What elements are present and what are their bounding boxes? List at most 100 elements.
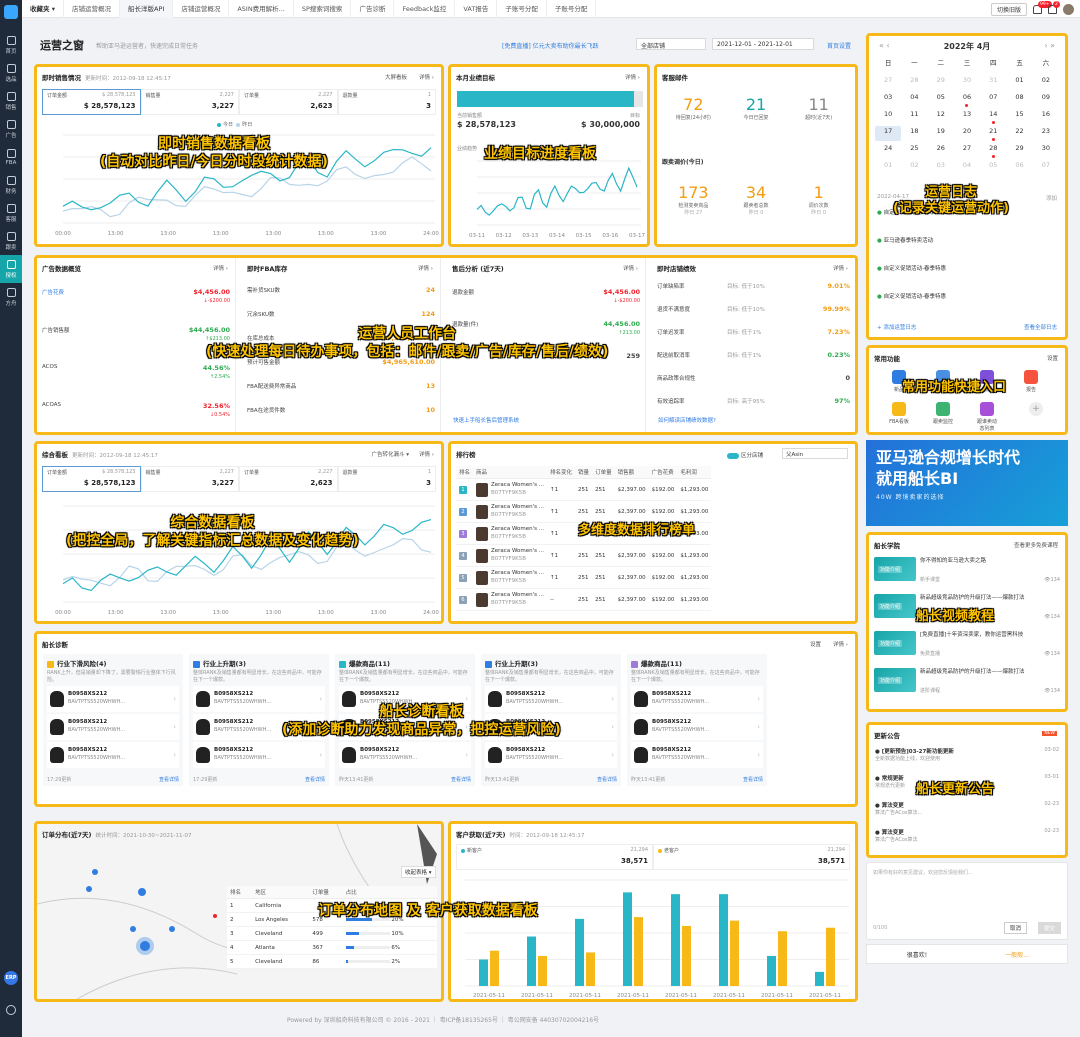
calendar-day[interactable]: 07 — [989, 93, 998, 101]
add-log-link[interactable]: + 添加运营日志 — [877, 325, 917, 331]
update-item[interactable]: ● 常规更新 常规迭代更新 03-01 — [875, 774, 1059, 789]
date-range-picker[interactable]: 2021-12-01 - 2021-12-01 — [712, 38, 814, 50]
calendar-day[interactable]: 04 — [962, 161, 972, 169]
calendar-day[interactable]: 12 — [936, 110, 945, 118]
metric-box[interactable]: 销售量 2,227 3,227 — [140, 466, 239, 492]
sidebar-item-1[interactable]: 选品 — [0, 59, 22, 87]
calendar-day[interactable]: 11 — [910, 110, 919, 118]
stat-item[interactable]: 72 待回复(24小时) — [662, 95, 725, 121]
calendar-day[interactable]: 01 — [1015, 76, 1024, 84]
data-row[interactable]: FBA在途货件数 10 — [247, 406, 435, 414]
calendar-day[interactable]: 22 — [1015, 127, 1024, 135]
quick-func-item[interactable]: 报告 — [1019, 370, 1043, 393]
calendar-day[interactable]: 04 — [910, 93, 919, 101]
view-detail-link[interactable]: 查看详情 — [450, 777, 471, 783]
update-item[interactable]: ● 算法变更 算法广告ACos算法 02-23 — [875, 828, 1059, 843]
diagnosis-item[interactable]: B0958XS212 BAVTPTS5520WHWH... › — [485, 713, 617, 740]
log-item[interactable]: ● 自定义促销活动-春季特惠 — [877, 294, 947, 300]
next-year-icon[interactable]: › » — [1044, 41, 1055, 50]
calendar-day[interactable]: 05 — [936, 93, 945, 101]
data-row[interactable]: 广告销售额 $44,456.00 ↑$213.00 — [42, 326, 230, 342]
view-detail-link[interactable]: 查看详情 — [742, 777, 763, 783]
data-row[interactable]: 商品政策合规性 0 — [657, 374, 850, 382]
quick-func-item[interactable]: 广告 — [931, 370, 955, 393]
store-select[interactable]: 全部店铺 — [636, 38, 706, 50]
data-row[interactable]: 冗余SKU数 124 — [247, 310, 435, 318]
calendar-day[interactable]: 27 — [962, 144, 972, 152]
log-item[interactable]: ● 亚马逊春季特卖活动 — [877, 238, 934, 244]
calendar-day[interactable]: 13 — [962, 110, 972, 118]
column-header[interactable]: 销售额 — [614, 466, 649, 479]
video-item[interactable]: 功能介绍 你不得知的亚马逊大卖之路 新手课堂 👁134 — [874, 557, 1060, 585]
calendar-day[interactable]: 15 — [1015, 110, 1024, 118]
table-row[interactable]: 1 Zeraca Women's ... B07TYF9K5B ↑1 251 251 $2,… — [456, 478, 712, 501]
view-detail-link[interactable]: 查看详情 — [158, 777, 179, 783]
diagnosis-item[interactable]: B0958XS212 BAVTPTS5520WHWH... › — [339, 713, 471, 740]
quick-func-item[interactable]: 跟卖监控 — [931, 402, 955, 425]
tab-4[interactable]: ASIN费用解析... — [229, 0, 294, 18]
sidebar-item-3[interactable]: 广告 — [0, 115, 22, 143]
table-row[interactable]: 4 Atlanta 367 6% — [227, 940, 437, 955]
diagnosis-item[interactable]: B0958XS212 BAVTPTS5520WHWH... › — [631, 685, 763, 712]
column-header[interactable]: 排名变化 — [547, 466, 576, 479]
neutral-button[interactable]: 一般般... — [1005, 951, 1029, 959]
card-menu[interactable]: 设置 详情 › — [810, 642, 848, 648]
old-customer-metric[interactable]: 老客户 21,294 38,571 — [653, 844, 850, 870]
feedback-textarea[interactable]: 如果你有好的意见建议，欢迎您反馈给我们... — [873, 870, 973, 876]
column-header[interactable]: 排名 — [456, 466, 474, 479]
update-item[interactable]: ● 算法变更 算法广告ACos算法... 02-23 — [875, 801, 1059, 816]
table-row[interactable]: 3 Zeraca Women's ... B07TYF9K5B ↑1 251 251 $2,… — [456, 522, 712, 545]
calendar-day[interactable]: 05 — [989, 161, 998, 169]
sidebar-item-7[interactable]: 跟卖 — [0, 227, 22, 255]
metric-box[interactable]: 退款量 1 3 — [337, 89, 436, 115]
log-item[interactable]: ● 自定义促销活动-春季特惠 — [877, 210, 947, 216]
calendar-day[interactable]: 14 — [980, 109, 1006, 124]
panel-menu[interactable]: 详情 › — [623, 266, 638, 272]
after-sales-help-link[interactable]: 快速上手船长售后管理系统 — [453, 418, 520, 424]
tab-9[interactable]: 子账号分配 — [497, 0, 547, 18]
calendar-day[interactable]: 28 — [980, 143, 1006, 158]
card-menu[interactable]: 详情 › — [625, 75, 640, 81]
column-header[interactable]: 商品 — [473, 466, 548, 479]
store-toggle[interactable]: 区分店铺 — [727, 451, 763, 459]
tab-0[interactable]: 收藏夹 ▾ — [22, 0, 65, 18]
table-row[interactable]: 6 Zeraca Women's ... B07TYF9K5B -- 251 251 $2,… — [456, 588, 712, 611]
video-item[interactable]: 功能介绍 新品超级竞品防护的升级打法——爆款打法 进阶课程 👁134 — [874, 594, 1060, 622]
data-row[interactable]: FBA配送费异常商品 13 — [247, 382, 435, 390]
panel-menu[interactable]: 详情 › — [833, 266, 848, 272]
table-row[interactable]: 2 Los Angeles 578 20% — [227, 912, 437, 927]
tab-5[interactable]: SP搜索词搜索 — [294, 0, 352, 18]
app-logo[interactable] — [4, 5, 18, 19]
tab-10[interactable]: 子账号分配 — [547, 0, 597, 18]
data-row[interactable]: 有效追踪率 目标: 高于95% 97% — [657, 397, 850, 405]
home-settings-link[interactable]: 首页设置 — [827, 43, 852, 50]
column-header[interactable]: 销量 — [575, 466, 593, 479]
quick-func-item[interactable]: 跟谁卖动态列表 — [975, 402, 999, 432]
calendar-day[interactable]: 10 — [884, 110, 893, 118]
table-row[interactable]: 4 Zeraca Women's ... B07TYF9K5B ↑1 251 251 $2,… — [456, 544, 712, 567]
calendar-day[interactable]: 01 — [884, 161, 893, 169]
panel-menu[interactable]: 详情 › — [418, 266, 433, 272]
calendar-day[interactable]: 02 — [910, 161, 919, 169]
tab-6[interactable]: 广告诊断 — [351, 0, 395, 18]
data-row[interactable]: 退货不满意度 目标: 低于10% 99.99% — [657, 305, 850, 313]
calendar-day[interactable]: 03 — [936, 161, 945, 169]
quick-func-item[interactable]: 利润 — [975, 370, 999, 393]
collapse-table-button[interactable]: 收起表格 ▾ — [401, 866, 436, 878]
calendar-day[interactable]: 09 — [1041, 93, 1050, 101]
cancel-button[interactable]: 取消 — [1003, 922, 1027, 934]
all-logs-link[interactable]: 查看全部日志 — [1023, 325, 1057, 331]
column-header[interactable]: 毛利润 — [677, 466, 712, 479]
diagnosis-item[interactable]: B0958XS212 BAVTPTS5520WHWH... › — [47, 713, 179, 740]
tab-2[interactable]: 船长洋版API — [120, 0, 174, 18]
calendar-day[interactable]: 28 — [910, 76, 919, 84]
asin-select[interactable]: 父Asin — [782, 448, 848, 459]
diagnosis-item[interactable]: B0958XS212 BAVTPTS5520WHWH... › — [485, 741, 617, 768]
like-button[interactable]: 很喜欢! — [906, 951, 928, 959]
stat-item[interactable]: 34 跟卖者总数 昨日 0 — [725, 183, 788, 216]
promo-banner[interactable]: 亚马逊合规增长时代 就用船长BI 40W 跨境卖家的选择 — [866, 440, 1068, 526]
calendar-day[interactable]: 19 — [936, 127, 945, 135]
performance-help-link[interactable]: 如何解读店铺绩效数据? — [658, 418, 716, 424]
data-row[interactable]: 订单缺陷率 目标: 低于10% 9.01% — [657, 282, 850, 290]
stat-item[interactable]: 21 今日已回复 — [725, 95, 788, 121]
